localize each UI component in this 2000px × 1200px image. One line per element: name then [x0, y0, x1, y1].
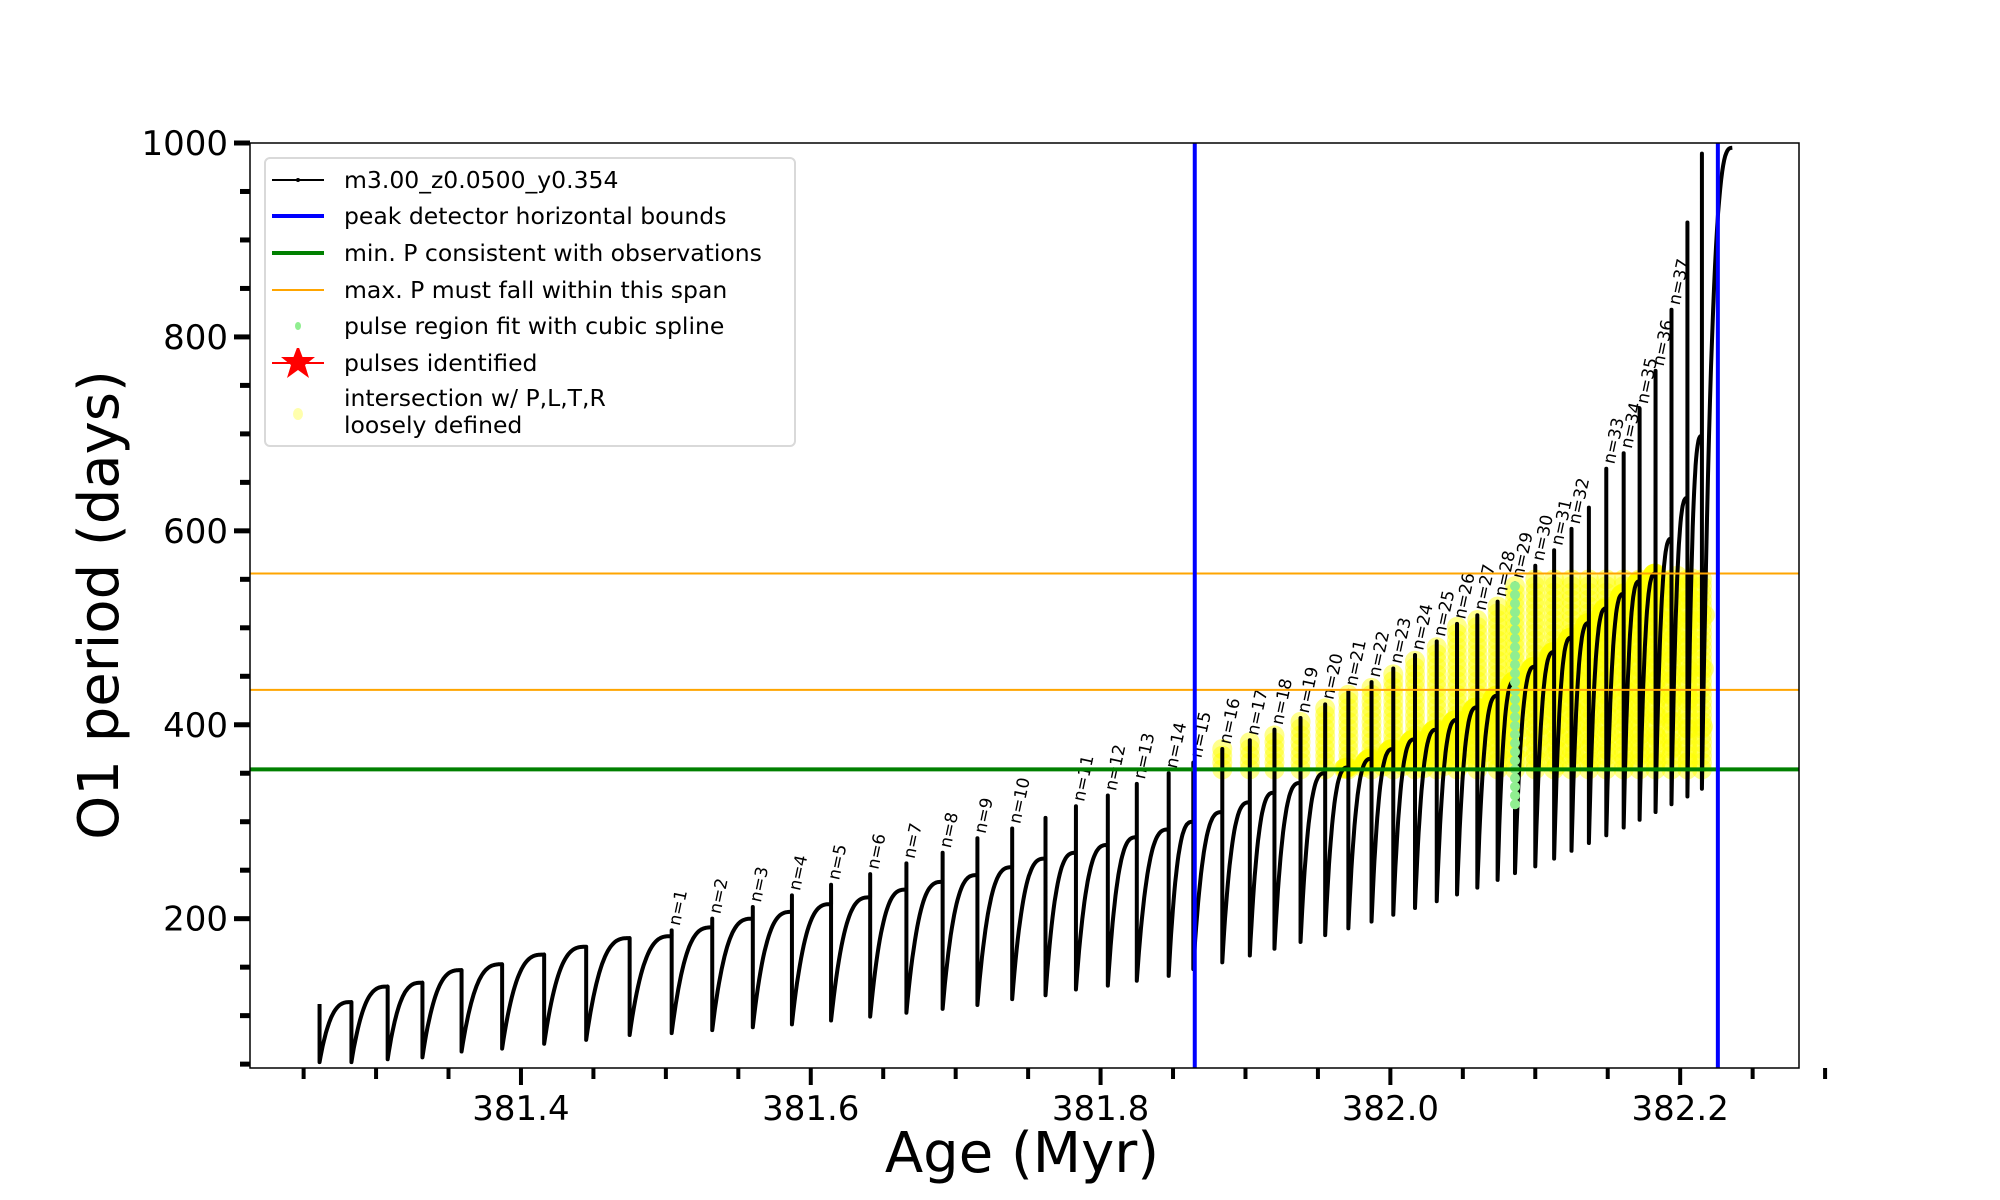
pulse-label: n=1 — [665, 888, 692, 927]
pulse-label: n=15 — [1187, 710, 1216, 760]
pulse-label: n=37 — [1665, 257, 1694, 307]
track-series — [317, 145, 1734, 1065]
spline-fit-marker — [1509, 773, 1520, 784]
green-line-icon — [272, 251, 324, 255]
legend-label: intersection w/ P,L,T,R — [344, 384, 606, 412]
x-tick-label: 381.4 — [472, 1089, 569, 1129]
legend-label: max. P must fall within this span — [344, 275, 728, 304]
pulse-label: n=4 — [785, 853, 812, 892]
spline-fit-marker — [1509, 650, 1520, 661]
orange-line-icon — [272, 289, 324, 291]
y-tick-label: 600 — [163, 512, 228, 552]
legend-label: pulse region fit with cubic spline — [344, 311, 725, 340]
y-tick-label: 200 — [163, 900, 228, 940]
axes-frame — [249, 142, 1800, 1069]
track-line — [317, 145, 1734, 1065]
legend-label: m3.00_z0.0500_y0.354 — [344, 165, 619, 194]
y-tick-label: 800 — [163, 318, 228, 358]
y-axis-label: O1 period (days) — [67, 370, 132, 840]
spline-fit-marker — [1509, 589, 1520, 600]
spline-fit-marker — [1509, 694, 1520, 705]
spline-fit-marker — [1509, 746, 1520, 757]
light-green-dot-icon — [295, 322, 301, 330]
spline-fit-marker — [1509, 598, 1520, 609]
pulse-label: n=36 — [1649, 318, 1678, 368]
spline-fit-marker — [1509, 642, 1520, 653]
axes: 200 400 600 800 1000 381.4 381.6 381.8 382.0 382.… — [141, 124, 1828, 1129]
spline-fit-marker — [1509, 738, 1520, 749]
legend-label: pulses identified — [344, 348, 538, 377]
pulse-label: n=8 — [936, 811, 963, 850]
x-tick-label: 382.2 — [1632, 1089, 1729, 1129]
x-tick-label: 381.8 — [1052, 1089, 1149, 1129]
spline-fit-marker — [1509, 677, 1520, 688]
red-star-icon — [272, 348, 324, 378]
track-line-icon — [272, 178, 324, 182]
y-tick-label: 1000 — [141, 124, 228, 164]
pulse-label: n=7 — [900, 821, 927, 860]
plot-area: n=1n=2n=3n=4n=5n=6n=7n=8n=9n=10n=11n=12n… — [250, 143, 1799, 1068]
pulse-label: n=16 — [1216, 696, 1245, 746]
y-tick-label: 400 — [163, 706, 228, 746]
legend-label: min. P consistent with observations — [344, 238, 762, 267]
spline-fit-marker — [1509, 616, 1520, 627]
spline-fit-markers — [1509, 581, 1520, 810]
x-tick-label: 382.0 — [1342, 1089, 1439, 1129]
pulse-label: n=11 — [1069, 753, 1098, 803]
spline-fit-marker — [1509, 703, 1520, 714]
x-axis-label: Age (Myr) — [885, 1121, 1159, 1186]
pulse-label: n=9 — [971, 796, 998, 835]
pulse-label: n=2 — [706, 877, 733, 916]
spline-fit-marker — [1509, 668, 1520, 679]
yellow-dot-icon — [293, 408, 303, 420]
spline-fit-marker — [1509, 781, 1520, 792]
pulse-label: n=5 — [824, 843, 851, 882]
spline-fit-marker — [1509, 633, 1520, 644]
spline-fit-marker — [1509, 720, 1520, 731]
pulse-label: n=10 — [1006, 776, 1035, 826]
x-tick-label: 381.6 — [762, 1089, 859, 1129]
pulse-label: n=6 — [864, 832, 891, 871]
spline-fit-marker — [1509, 659, 1520, 670]
legend: m3.00_z0.0500_y0.354 peak detector horiz… — [264, 157, 796, 447]
blue-line-icon — [272, 214, 324, 218]
spline-fit-marker — [1509, 581, 1520, 592]
spline-fit-marker — [1509, 607, 1520, 618]
spline-fit-marker — [1509, 624, 1520, 635]
spline-fit-marker — [1509, 755, 1520, 766]
legend-label: peak detector horizontal bounds — [344, 201, 727, 230]
spline-fit-marker — [1509, 790, 1520, 801]
spline-fit-marker — [1509, 712, 1520, 723]
pulse-label: n=3 — [746, 865, 773, 904]
spline-fit-marker — [1509, 729, 1520, 740]
spline-fit-marker — [1509, 799, 1520, 810]
pulse-label: n=14 — [1162, 720, 1191, 770]
pulse-label: n=13 — [1130, 731, 1159, 781]
legend-label-line2: loosely defined — [344, 411, 523, 439]
pulse-label: n=34 — [1617, 401, 1646, 451]
